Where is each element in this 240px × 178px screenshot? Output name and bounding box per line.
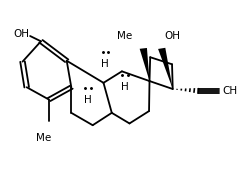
Text: H: H [102, 59, 109, 69]
Text: Me: Me [117, 31, 132, 41]
Text: H: H [84, 95, 92, 105]
Polygon shape [140, 48, 150, 81]
Text: OH: OH [13, 29, 29, 39]
Text: Me: Me [36, 134, 51, 143]
Text: H: H [121, 82, 129, 92]
Text: CH: CH [223, 86, 238, 96]
Text: OH: OH [164, 31, 180, 41]
Polygon shape [158, 48, 173, 89]
